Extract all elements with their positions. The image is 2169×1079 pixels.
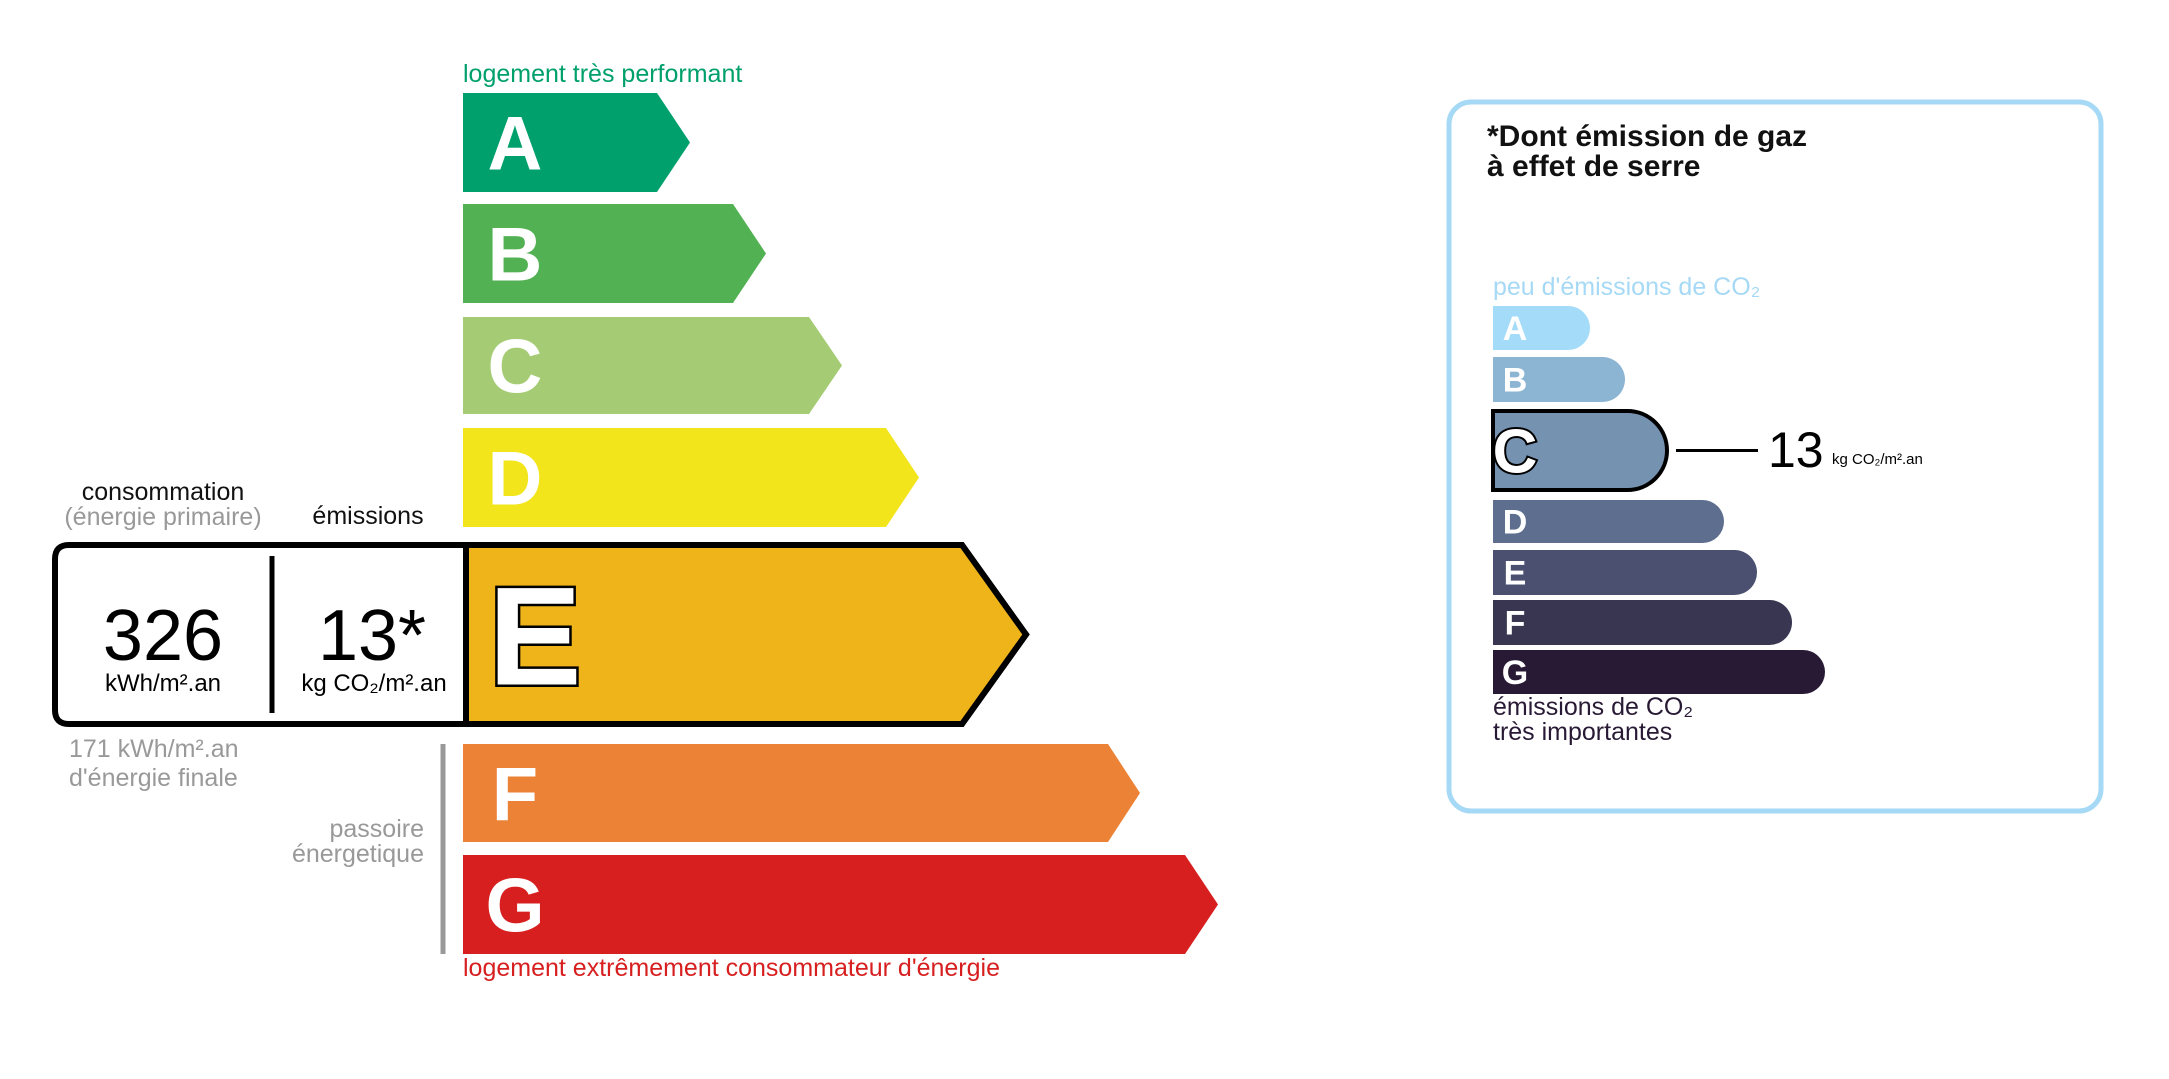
ges-class-bar-c	[1491, 409, 1669, 492]
energy-class-arrow-e	[463, 542, 1030, 727]
bottom-caption: logement extrêmement consommateur d'éner…	[463, 954, 1000, 982]
ges-class-bar-b	[1493, 357, 1625, 402]
consumption-sublabel: (énergie primaire)	[64, 503, 262, 531]
ges-class-bar-g	[1493, 650, 1825, 694]
ges-class-bar-a	[1493, 306, 1590, 350]
energy-class-arrow-a	[463, 93, 690, 192]
energy-class-arrow-b	[463, 204, 766, 303]
top-caption: logement très performant	[463, 60, 743, 88]
ges-title-line2: à effet de serre	[1487, 150, 1701, 183]
energy-class-letter-f: F	[492, 752, 538, 837]
final-energy-label: d'énergie finale	[69, 764, 238, 792]
energy-class-letter-g: G	[485, 864, 544, 949]
energy-class-letter-d: D	[488, 437, 543, 522]
energy-class-letter-a: A	[488, 102, 543, 187]
ges-class-letter-d: D	[1503, 504, 1528, 542]
energy-class-letter-c: C	[488, 325, 543, 410]
ges-class-letter-f: F	[1505, 605, 1526, 643]
ges-bottom-caption-line2: très importantes	[1493, 718, 1673, 746]
energy-class-arrow-g	[463, 855, 1218, 954]
ges-class-bar-f	[1493, 600, 1793, 645]
energy-class-arrow-c	[463, 317, 842, 414]
emissions-unit: kg CO₂/m².an	[301, 670, 447, 697]
ges-class-letter-b: B	[1503, 362, 1528, 400]
ges-top-caption: peu d'émissions de CO₂	[1493, 273, 1761, 301]
consumption-unit: kWh/m².an	[104, 670, 222, 697]
ges-value: 13	[1768, 422, 1824, 478]
ges-class-bar-e	[1493, 550, 1757, 595]
energy-class-arrow-f	[463, 744, 1140, 842]
ges-class-letter-g: G	[1502, 654, 1528, 692]
energy-class-arrow-d	[463, 428, 919, 527]
ges-title-line1: *Dont émission de gaz	[1487, 120, 1808, 153]
ges-class-letter-c: C	[1493, 418, 1538, 487]
ges-unit: kg CO₂/m².an	[1832, 451, 1923, 468]
ges-panel-frame	[1446, 99, 2104, 814]
ges-class-bar-d	[1493, 500, 1724, 543]
energy-class-letter-b: B	[488, 213, 543, 298]
energy-class-letter-e: E	[488, 558, 581, 715]
ges-bottom-caption-line1: émissions de CO₂	[1493, 693, 1694, 721]
consumption-label: consommation	[81, 478, 245, 506]
emissions-value: 13*	[317, 596, 427, 676]
passoire-line1: passoire	[329, 815, 425, 843]
emissions-label: émissions	[312, 502, 424, 530]
ges-class-letter-e: E	[1504, 555, 1527, 593]
ges-class-letter-a: A	[1503, 310, 1528, 348]
consumption-value: 326	[102, 596, 224, 676]
final-energy-value: 171 kWh/m².an	[69, 735, 239, 763]
passoire-line2: énergetique	[291, 840, 424, 868]
